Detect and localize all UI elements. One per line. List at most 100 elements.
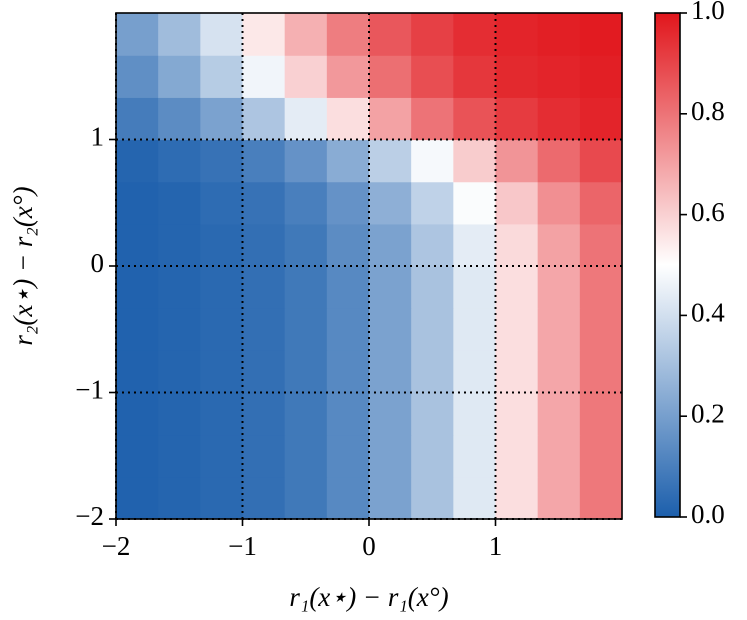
heatmap-cell — [284, 476, 328, 520]
heatmap-cell — [495, 476, 539, 520]
heatmap-cell — [284, 392, 328, 436]
heatmap-cell — [326, 350, 370, 394]
y-tick-label: 0 — [91, 248, 105, 278]
y-axis-label: r₂(x⋆) − r₂(x°) — [8, 186, 38, 345]
heatmap — [116, 13, 623, 520]
colorbar-tick-label: 1.0 — [691, 0, 725, 25]
heatmap-cell — [242, 139, 286, 183]
heatmap-cell — [116, 139, 159, 183]
heatmap-cell — [200, 223, 244, 267]
heatmap-cell — [369, 434, 412, 478]
heatmap-cell — [579, 223, 623, 267]
colorbar — [654, 12, 681, 518]
heatmap-cell — [284, 139, 328, 183]
heatmap-cell — [579, 392, 623, 436]
heatmap-cell — [537, 181, 581, 225]
heatmap-cell — [242, 476, 286, 520]
heatmap-cell — [284, 55, 328, 98]
heatmap-cell — [284, 350, 328, 394]
x-tick-label: 0 — [362, 531, 376, 561]
heatmap-cell — [326, 266, 370, 309]
colorbar-tick-label: 0.4 — [691, 298, 725, 328]
heatmap-cell — [284, 13, 328, 56]
heatmap-cell — [158, 55, 201, 98]
heatmap-cell — [495, 55, 539, 98]
heatmap-cell — [116, 392, 159, 436]
heatmap-cell — [537, 139, 581, 183]
heatmap-cell — [158, 97, 201, 141]
heatmap-cell — [495, 97, 539, 141]
y-tick-label: 1 — [91, 122, 105, 152]
heatmap-cell — [116, 97, 159, 141]
heatmap-cell — [242, 308, 286, 351]
heatmap-cell — [579, 476, 623, 520]
heatmap-cell — [537, 392, 581, 436]
heatmap-cell — [579, 55, 623, 98]
heatmap-cell — [158, 139, 201, 183]
x-axis-label: r₁(x⋆) − r₁(x°) — [289, 582, 448, 612]
heatmap-cell — [579, 181, 623, 225]
heatmap-cell — [537, 350, 581, 394]
heatmap-cell — [200, 392, 244, 436]
heatmap-cell — [200, 350, 244, 394]
heatmap-cell — [242, 55, 286, 98]
heatmap-cell — [453, 434, 497, 478]
heatmap-cell — [453, 308, 497, 351]
heatmap-cell — [369, 139, 412, 183]
heatmap-cell — [453, 266, 497, 309]
heatmap-cell — [242, 434, 286, 478]
heatmap-cell — [411, 266, 454, 309]
heatmap-cell — [284, 181, 328, 225]
heatmap-cell — [495, 266, 539, 309]
heatmap-cell — [116, 55, 159, 98]
heatmap-cell — [453, 139, 497, 183]
heatmap-cell — [537, 266, 581, 309]
heatmap-cell — [200, 266, 244, 309]
heatmap-cell — [369, 476, 412, 520]
heatmap-cell — [200, 476, 244, 520]
heatmap-cell — [326, 434, 370, 478]
heatmap-cell — [537, 223, 581, 267]
heatmap-cell — [369, 181, 412, 225]
heatmap-cell — [579, 350, 623, 394]
heatmap-cell — [116, 13, 159, 56]
heatmap-cell — [326, 97, 370, 141]
heatmap-cell — [369, 350, 412, 394]
heatmap-cell — [369, 97, 412, 141]
heatmap-cell — [200, 434, 244, 478]
heatmap-cell — [453, 350, 497, 394]
heatmap-cell — [453, 55, 497, 98]
heatmap-cell — [158, 308, 201, 351]
heatmap-cell — [537, 476, 581, 520]
heatmap-cell — [495, 350, 539, 394]
heatmap-cell — [284, 97, 328, 141]
heatmap-cell — [453, 13, 497, 56]
heatmap-cell — [326, 392, 370, 436]
heatmap-cell — [158, 181, 201, 225]
heatmap-cell — [242, 13, 286, 56]
colorbar-tick-label: 0.6 — [691, 197, 725, 227]
heatmap-cell — [369, 13, 412, 56]
heatmap-cell — [579, 434, 623, 478]
heatmap-cell — [579, 266, 623, 309]
heatmap-cell — [453, 223, 497, 267]
heatmap-cell — [453, 392, 497, 436]
heatmap-cell — [200, 308, 244, 351]
heatmap-cell — [411, 139, 454, 183]
heatmap-cell — [116, 181, 159, 225]
heatmap-cell — [326, 181, 370, 225]
heatmap-cell — [411, 476, 454, 520]
heatmap-cell — [158, 476, 201, 520]
heatmap-cell — [284, 266, 328, 309]
heatmap-cell — [158, 223, 201, 267]
heatmap-cell — [537, 55, 581, 98]
heatmap-cell — [537, 434, 581, 478]
heatmap-cell — [116, 350, 159, 394]
heatmap-cell — [116, 434, 159, 478]
x-tick-label: −2 — [102, 531, 131, 561]
x-tick-label: 1 — [489, 531, 503, 561]
heatmap-cell — [158, 13, 201, 56]
heatmap-cell — [537, 13, 581, 56]
heatmap-cell — [284, 223, 328, 267]
